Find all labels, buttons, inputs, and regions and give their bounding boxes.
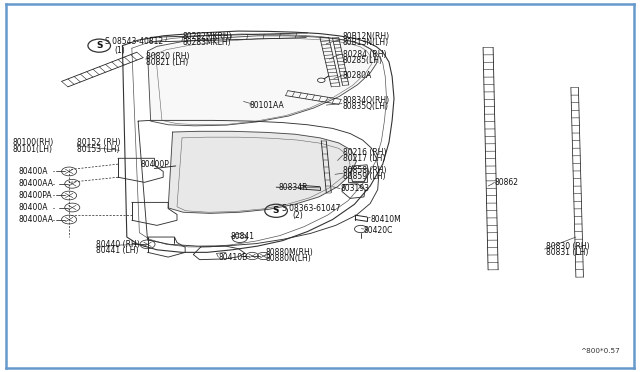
Text: S: S [273, 206, 279, 215]
Text: 80284 (RH): 80284 (RH) [342, 49, 386, 58]
Text: 80834Q(RH): 80834Q(RH) [342, 96, 390, 105]
Text: 80100(RH): 80100(RH) [13, 138, 54, 147]
Text: (1): (1) [115, 46, 125, 55]
Text: 80217 (LH): 80217 (LH) [342, 154, 385, 163]
Circle shape [317, 78, 325, 83]
Text: 80400A: 80400A [19, 167, 49, 176]
Polygon shape [168, 131, 356, 214]
Text: 80880N(LH): 80880N(LH) [266, 254, 311, 263]
Text: 80841: 80841 [231, 232, 255, 241]
Text: 80858 (RH): 80858 (RH) [342, 166, 386, 175]
Text: 80410M: 80410M [370, 215, 401, 224]
Text: 80400AA: 80400AA [19, 179, 54, 188]
Text: S 08363-61047: S 08363-61047 [282, 204, 340, 213]
Text: S: S [96, 41, 102, 50]
Text: 80B13N(LH): 80B13N(LH) [342, 38, 388, 47]
Text: 80420C: 80420C [364, 226, 393, 235]
Text: 80859 (LH): 80859 (LH) [342, 172, 385, 181]
Text: 80280A: 80280A [342, 71, 372, 80]
FancyBboxPatch shape [348, 168, 367, 182]
Text: 803193: 803193 [340, 184, 369, 193]
Text: 80283MKLH): 80283MKLH) [182, 38, 230, 47]
Text: 80834R: 80834R [278, 183, 308, 192]
Text: (2): (2) [292, 211, 303, 219]
Text: 80821 (LH): 80821 (LH) [146, 58, 188, 67]
Text: 80285(LH): 80285(LH) [342, 56, 383, 65]
Text: 80101AA: 80101AA [250, 100, 285, 110]
Text: 80410B: 80410B [218, 253, 248, 262]
Text: 80830 (RH): 80830 (RH) [546, 242, 589, 251]
Text: 80831 (LH): 80831 (LH) [546, 248, 588, 257]
Text: 80400P: 80400P [141, 160, 170, 169]
Text: 80216 (RH): 80216 (RH) [342, 148, 386, 157]
Text: 80440 (RH): 80440 (RH) [96, 240, 140, 249]
Text: 80153 (LH): 80153 (LH) [77, 145, 120, 154]
Text: 80101(LH): 80101(LH) [13, 145, 52, 154]
Text: ^800*0.57: ^800*0.57 [580, 349, 620, 355]
Text: 80441 (LH): 80441 (LH) [96, 246, 139, 255]
Text: 80862: 80862 [494, 178, 518, 187]
Text: 80835Q(LH): 80835Q(LH) [342, 102, 388, 111]
Text: 80400AA: 80400AA [19, 215, 54, 224]
Polygon shape [148, 36, 376, 126]
Text: 80880M(RH): 80880M(RH) [266, 248, 313, 257]
Text: 80400PA: 80400PA [19, 191, 52, 200]
Text: 80400A: 80400A [19, 203, 49, 212]
Text: 80282MKRH): 80282MKRH) [182, 32, 232, 41]
Text: 80B12N(RH): 80B12N(RH) [342, 32, 390, 41]
Text: S 08543-40812: S 08543-40812 [106, 38, 164, 46]
Text: 80152 (RH): 80152 (RH) [77, 138, 121, 147]
Text: 80820 (RH): 80820 (RH) [146, 52, 189, 61]
